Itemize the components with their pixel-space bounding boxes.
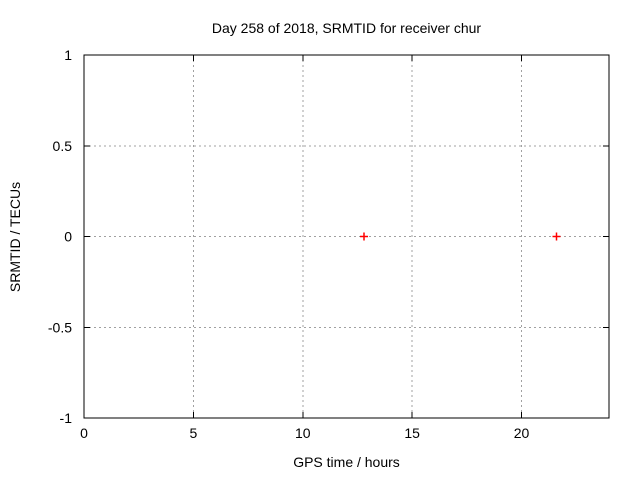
y-tick-label: -1 <box>60 410 73 426</box>
x-tick-label: 5 <box>189 425 197 441</box>
y-axis-label: SRMTID / TECUs <box>7 181 23 293</box>
y-tick-label: 1 <box>64 47 72 63</box>
y-tick-label: -0.5 <box>48 319 72 335</box>
x-tick-label: 20 <box>514 425 530 441</box>
x-tick-label: 15 <box>404 425 420 441</box>
y-tick-label: 0 <box>64 229 72 245</box>
y-tick-label: 0.5 <box>53 138 73 154</box>
chart-title: Day 258 of 2018, SRMTID for receiver chu… <box>211 20 482 36</box>
x-axis-label: GPS time / hours <box>293 454 400 470</box>
x-tick-label: 0 <box>80 425 88 441</box>
x-tick-label: 10 <box>295 425 311 441</box>
